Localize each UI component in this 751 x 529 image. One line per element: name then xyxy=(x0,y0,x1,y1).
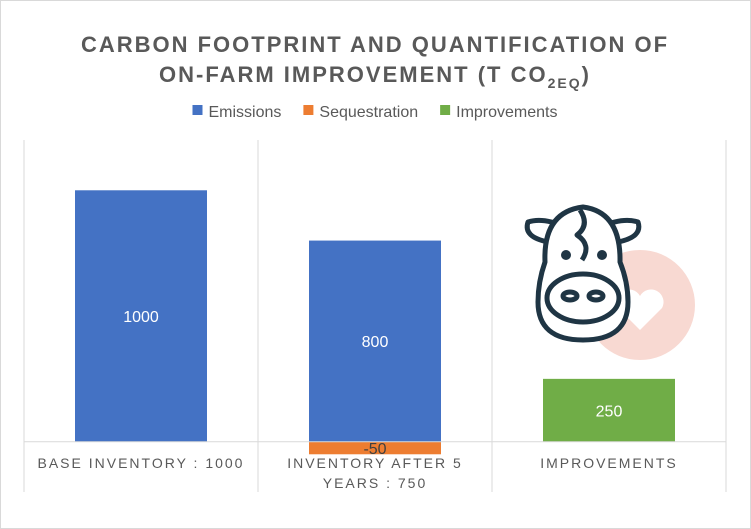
x-tick-label-box: INVENTORY AFTER 5 YEARS : 750 xyxy=(287,454,463,491)
legend-swatch xyxy=(192,105,203,115)
legend-label: Sequestration xyxy=(319,104,418,121)
eye xyxy=(561,250,571,260)
bar xyxy=(309,441,441,455)
cow-icon xyxy=(524,204,695,360)
x-tick-label: IMPROVEMENTS xyxy=(540,454,678,471)
bar xyxy=(309,240,441,442)
muzzle xyxy=(544,271,622,325)
title-text: ) xyxy=(582,62,591,87)
separators xyxy=(23,140,727,492)
x-tick-label-box: BASE INVENTORY : 1000 xyxy=(37,454,245,471)
data-label: -50 xyxy=(363,441,386,458)
data-label: 800 xyxy=(362,334,389,351)
chart-title: ON-FARM IMPROVEMENT (T CO2EQ) xyxy=(159,62,591,91)
legend-label: Emissions xyxy=(208,104,281,121)
legend-swatch xyxy=(440,105,451,115)
bar xyxy=(75,190,207,442)
spot xyxy=(574,208,589,262)
legend-swatch xyxy=(303,105,314,115)
nostril xyxy=(586,289,606,303)
x-tick-label: INVENTORY AFTER 5 YEARS : 750 xyxy=(287,454,463,491)
bar xyxy=(543,378,675,442)
x-tick-label-box: IMPROVEMENTS xyxy=(540,454,678,471)
plot: 1000 BASE INVENTORY : 1000 800 -50INVENTORY… xyxy=(24,190,726,491)
nostril xyxy=(560,289,580,303)
title-text: ON-FARM IMPROVEMENT (T CO xyxy=(159,62,548,87)
legend-label: Improvements xyxy=(456,104,557,121)
x-tick-label: BASE INVENTORY : 1000 xyxy=(37,454,245,471)
chart-title: CARBON FOOTPRINT AND QUANTIFICATION OF xyxy=(81,32,669,57)
data-label: 250 xyxy=(596,403,623,420)
legend: Emissions Sequestration Improvements xyxy=(192,104,558,121)
eye xyxy=(597,250,607,260)
title-subscript: 2EQ xyxy=(548,75,582,91)
data-label: 1000 xyxy=(123,309,159,326)
